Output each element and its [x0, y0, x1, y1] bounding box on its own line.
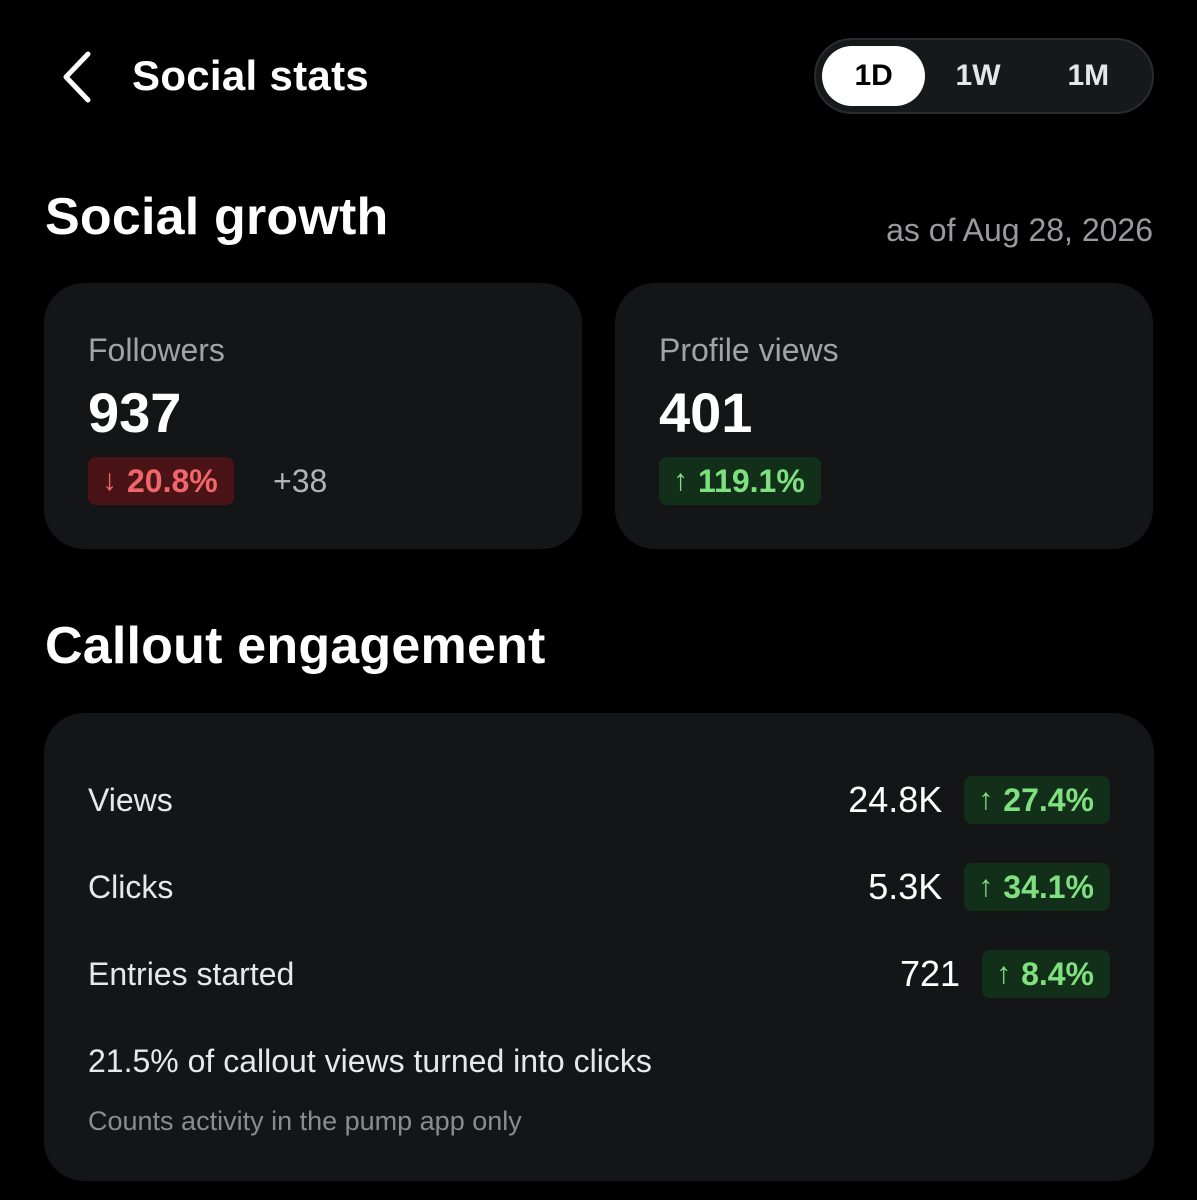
- metric-change-pct: 34.1%: [1003, 869, 1094, 905]
- metric-change-pct: 27.4%: [1003, 782, 1094, 818]
- arrow-up-icon: ↑: [673, 464, 688, 497]
- callout-engagement-heading: Callout engagement: [45, 617, 546, 675]
- metric-value: 24.8K: [848, 779, 943, 820]
- profile-views-change-pct: 119.1%: [698, 463, 805, 499]
- metric-value: 721: [899, 953, 961, 994]
- metric-label: Entries started: [88, 956, 295, 992]
- metric-value: 5.3K: [868, 866, 943, 907]
- metric-label: Views: [88, 782, 173, 818]
- followers-card: Followers 937 ↓ 20.8% +38: [44, 283, 582, 549]
- metric-row-entries-started: Entries started 721 ↑ 8.4%: [44, 949, 1154, 999]
- metric-values: 24.8K ↑ 27.4%: [848, 775, 1110, 825]
- followers-change-abs: +38: [273, 463, 328, 499]
- metric-row-views: Views 24.8K ↑ 27.4%: [44, 775, 1154, 825]
- arrow-up-icon: ↑: [978, 870, 994, 903]
- followers-label: Followers: [88, 332, 225, 368]
- profile-views-change-badge: ↑ 119.1%: [659, 457, 821, 505]
- time-range-toggle: 1D 1W 1M: [814, 38, 1154, 114]
- metric-change-pct: 8.4%: [1021, 956, 1094, 992]
- profile-views-label: Profile views: [659, 332, 839, 368]
- metric-values: 721 ↑ 8.4%: [900, 949, 1110, 999]
- callout-engagement-card: Views 24.8K ↑ 27.4% Clicks 5.3K ↑ 34.1% …: [44, 713, 1154, 1181]
- metric-values: 5.3K ↑ 34.1%: [868, 862, 1110, 912]
- range-option-1d[interactable]: 1D: [822, 46, 926, 106]
- followers-change-pct: 20.8%: [127, 463, 218, 499]
- range-option-1m[interactable]: 1M: [1067, 59, 1110, 92]
- as-of-date: as of Aug 28, 2026: [886, 212, 1153, 248]
- arrow-up-icon: ↑: [996, 957, 1012, 990]
- range-option-1w[interactable]: 1W: [955, 59, 1001, 92]
- followers-value: 937: [88, 381, 182, 444]
- metric-change-badge: ↑ 8.4%: [982, 950, 1110, 998]
- arrow-down-icon: ↓: [102, 464, 117, 497]
- arrow-up-icon: ↑: [978, 783, 994, 816]
- footnote: Counts activity in the pump app only: [88, 1106, 522, 1136]
- chevron-left-icon: [63, 51, 91, 103]
- metric-row-clicks: Clicks 5.3K ↑ 34.1%: [44, 862, 1154, 912]
- metric-label: Clicks: [88, 869, 174, 905]
- metric-change-badge: ↑ 34.1%: [964, 863, 1110, 911]
- metric-change-badge: ↑ 27.4%: [964, 776, 1110, 824]
- followers-change-badge: ↓ 20.8%: [88, 457, 234, 505]
- conversion-summary: 21.5% of callout views turned into click…: [88, 1043, 652, 1079]
- profile-views-card: Profile views 401 ↑ 119.1%: [615, 283, 1153, 549]
- back-button[interactable]: [52, 46, 102, 108]
- page-title: Social stats: [132, 52, 370, 99]
- social-growth-heading: Social growth: [45, 188, 389, 246]
- profile-views-value: 401: [659, 381, 753, 444]
